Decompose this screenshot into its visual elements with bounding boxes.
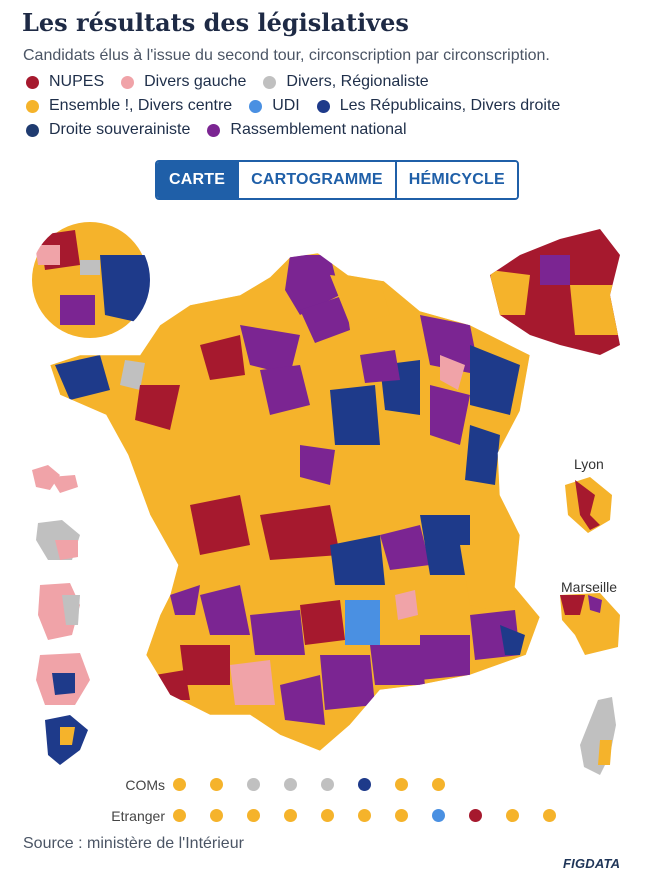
page-subtitle: Candidats élus à l'issue du second tour,…	[23, 47, 550, 64]
etranger-dot[interactable]	[210, 809, 223, 822]
etranger-dot[interactable]	[543, 809, 556, 822]
paris-inset	[32, 222, 150, 338]
etranger-dot[interactable]	[173, 809, 186, 822]
lyon-label: Lyon	[574, 456, 604, 472]
corsica	[580, 697, 616, 775]
coms-row: COMs	[0, 775, 656, 795]
constituency-blocks	[55, 255, 525, 725]
legend-dot	[316, 99, 330, 113]
etranger-dot[interactable]	[395, 809, 408, 822]
marseille-inset	[560, 593, 620, 655]
legend: NUPES Divers gauche Divers, Régionaliste…	[26, 70, 646, 142]
figdata-logo: FIGDATA	[563, 856, 621, 871]
tab-carte[interactable]: CARTE	[157, 162, 240, 198]
france-mainland	[49, 252, 541, 752]
etranger-dot[interactable]	[358, 809, 371, 822]
legend-dot	[26, 99, 39, 113]
tab-hemicycle[interactable]: HÉMICYCLE	[396, 162, 517, 198]
etranger-row: Etranger	[0, 806, 656, 826]
etranger-label: Etranger	[111, 808, 165, 824]
coms-dot[interactable]	[210, 778, 223, 791]
legend-item-republicains: Les Républicains, Divers droite	[316, 97, 560, 115]
legend-item-nupes: NUPES	[26, 73, 104, 91]
coms-dot[interactable]	[321, 778, 334, 791]
legend-item-rassemblement-national: Rassemblement national	[207, 121, 407, 139]
legend-dot	[263, 75, 277, 89]
source-note: Source : ministère de l'Intérieur	[23, 835, 244, 852]
coms-dot[interactable]	[358, 778, 371, 791]
etranger-dot[interactable]	[321, 809, 334, 822]
coms-dot[interactable]	[247, 778, 260, 791]
legend-dot	[26, 123, 39, 137]
etranger-dot[interactable]	[432, 809, 445, 822]
view-tabs: CARTE CARTOGRAMME HÉMICYCLE	[155, 160, 519, 200]
etranger-dot[interactable]	[469, 809, 482, 822]
tab-cartogramme[interactable]: CARTOGRAMME	[239, 162, 397, 198]
etranger-dot[interactable]	[506, 809, 519, 822]
etranger-dot[interactable]	[247, 809, 260, 822]
legend-item-divers-gauche: Divers gauche	[121, 73, 246, 91]
coms-dot[interactable]	[284, 778, 297, 791]
results-map[interactable]	[0, 215, 656, 775]
legend-item-divers-regionaliste: Divers, Régionaliste	[263, 73, 429, 91]
coms-dot[interactable]	[395, 778, 408, 791]
legend-dot	[26, 75, 39, 89]
page-title: Les résultats des législatives	[22, 8, 409, 37]
nord-inset	[490, 229, 620, 355]
legend-dot	[121, 75, 135, 89]
coms-dot[interactable]	[173, 778, 186, 791]
legend-item-ensemble: Ensemble !, Divers centre	[26, 97, 232, 115]
legend-dot	[207, 123, 221, 137]
coms-label: COMs	[125, 777, 165, 793]
marseille-label: Marseille	[561, 579, 618, 595]
legend-item-udi: UDI	[249, 97, 300, 115]
lyon-inset	[565, 477, 612, 533]
etranger-dot[interactable]	[284, 809, 297, 822]
coms-dot[interactable]	[432, 778, 445, 791]
legend-item-droite-souverainiste: Droite souverainiste	[26, 121, 190, 139]
legend-dot	[249, 99, 263, 113]
overseas	[32, 465, 90, 765]
